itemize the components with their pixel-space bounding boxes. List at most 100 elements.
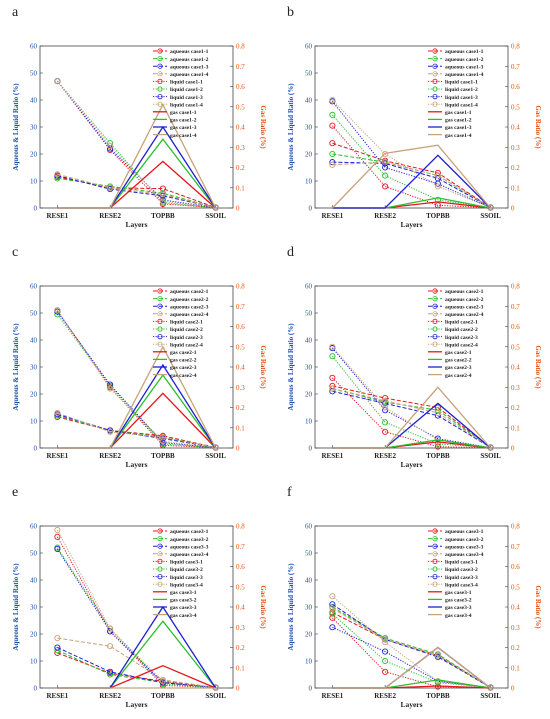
y2-axis-label: Gas Ratio (%) — [259, 585, 267, 629]
legend-marker — [157, 86, 163, 92]
y-tick-label: 10 — [30, 178, 38, 186]
x-tick-label: RESE2 — [99, 212, 121, 220]
data-point — [329, 96, 336, 104]
y2-tick-label: 0.8 — [511, 43, 520, 51]
data-point — [382, 183, 389, 190]
y2-tick-label: 0.8 — [236, 283, 245, 291]
series-liquid-case1-4 — [329, 96, 494, 211]
y-tick-label: 20 — [305, 151, 313, 159]
series-line — [332, 377, 491, 449]
series-line — [332, 613, 491, 689]
y-tick-label: 10 — [305, 658, 313, 666]
legend-marker — [432, 581, 438, 587]
x-tick-label: RESE2 — [374, 692, 396, 700]
y2-tick-label: 0.7 — [511, 63, 520, 71]
y-axis-label: Aqueous & Liquid Ratio (%) — [12, 83, 20, 171]
legend-label: liquid case1-2 — [445, 87, 478, 93]
data-point — [54, 409, 61, 416]
x-tick-label: RESE2 — [99, 452, 121, 460]
y-tick-label: 40 — [305, 577, 313, 585]
legend-marker — [432, 535, 438, 542]
y2-tick-label: 0.7 — [236, 303, 245, 311]
x-tick-label: SSOIL — [480, 452, 501, 460]
data-point — [329, 111, 336, 118]
legend-label: gas case3-3 — [445, 605, 472, 611]
y2-tick-label: 0.3 — [236, 624, 245, 632]
legend-label: liquid case3-3 — [170, 575, 203, 581]
x-tick-label: TOPBB — [426, 212, 450, 220]
legend-label: gas case1-3 — [445, 125, 472, 131]
legend-label: liquid case2-4 — [170, 342, 203, 348]
y-tick-label: 60 — [305, 283, 313, 291]
legend-label: aqueous case3-2 — [445, 537, 484, 543]
legend-marker — [432, 295, 438, 302]
y2-tick-label: 0 — [511, 445, 515, 453]
y2-tick-label: 0.5 — [511, 583, 520, 591]
legend-marker — [432, 326, 438, 332]
plot-frame — [314, 285, 509, 449]
x-tick-label: TOPBB — [426, 692, 450, 700]
series-line — [56, 548, 216, 689]
series-line — [57, 80, 216, 209]
y2-tick-label: 0.3 — [236, 144, 245, 152]
panel-label: c — [12, 245, 18, 260]
y2-tick-label: 0.4 — [511, 604, 520, 612]
x-tick-label: RESE1 — [46, 692, 68, 700]
x-axis-label: Layers — [400, 460, 422, 469]
y2-tick-label: 0.7 — [511, 303, 520, 311]
y-tick-label: 30 — [30, 124, 38, 132]
y-tick-label: 30 — [305, 124, 313, 132]
chart-panel-f: f 0 10 20 30 40 50 60 0 0.1 0.2 0.3 0.4 0.5 0.6 0.7 0.8 R… — [287, 485, 542, 709]
data-point — [329, 610, 336, 617]
series-line — [57, 345, 217, 449]
legend-label: liquid case3-4 — [170, 582, 203, 588]
y2-tick-label: 0.7 — [511, 543, 520, 551]
legend-marker — [432, 566, 438, 572]
legend-label: gas case2-2 — [170, 358, 197, 364]
x-tick-label: RESE2 — [374, 452, 396, 460]
legend-marker — [157, 288, 163, 294]
y2-tick-label: 0.5 — [511, 343, 520, 351]
y2-tick-label: 0.1 — [236, 424, 245, 432]
y-tick-label: 50 — [305, 550, 313, 558]
series-gas-case3-4 — [332, 646, 491, 689]
legend-label: liquid case2-3 — [170, 335, 203, 341]
y-tick-label: 60 — [30, 523, 38, 531]
series-line — [332, 385, 491, 448]
y-axis-label: Aqueous & Liquid Ratio (%) — [287, 323, 295, 411]
data-point — [107, 668, 114, 675]
data-point — [434, 652, 441, 659]
legend-label: liquid case3-1 — [170, 560, 203, 566]
series-line — [332, 390, 491, 448]
y-tick-label: 60 — [305, 43, 313, 51]
series-gas-case2-4 — [57, 345, 217, 449]
data-point — [54, 175, 61, 182]
data-point — [382, 172, 389, 179]
series-line — [332, 388, 491, 448]
x-tick-label: TOPBB — [151, 452, 175, 460]
data-point — [434, 183, 441, 190]
legend-marker — [432, 86, 438, 92]
y2-tick-label: 0.5 — [511, 103, 520, 111]
legend-marker — [432, 94, 438, 100]
legend-marker — [432, 334, 438, 340]
y2-tick-label: 0.5 — [236, 103, 245, 111]
y-tick-label: 0 — [34, 445, 38, 453]
chart-panel-c: c 0 10 20 30 40 50 60 0 0.1 0.2 0.3 0.4 0.5 0.6 0.7 0.8 R… — [12, 245, 267, 469]
x-tick-label: RESE1 — [321, 452, 343, 460]
legend-marker — [432, 78, 438, 85]
data-point — [329, 624, 336, 631]
y-tick-label: 10 — [305, 178, 313, 186]
series-line — [56, 311, 216, 449]
legend-label: liquid case3-2 — [170, 567, 203, 573]
x-tick-label: RESE1 — [46, 452, 68, 460]
series-line — [332, 161, 491, 208]
panel-label: d — [287, 245, 294, 260]
legend-marker — [157, 558, 163, 565]
data-point — [159, 185, 166, 192]
legend-label: liquid case1-3 — [445, 95, 478, 101]
legend-label: gas case3-2 — [445, 598, 472, 604]
y-tick-label: 30 — [305, 364, 313, 372]
series-line — [332, 386, 492, 449]
